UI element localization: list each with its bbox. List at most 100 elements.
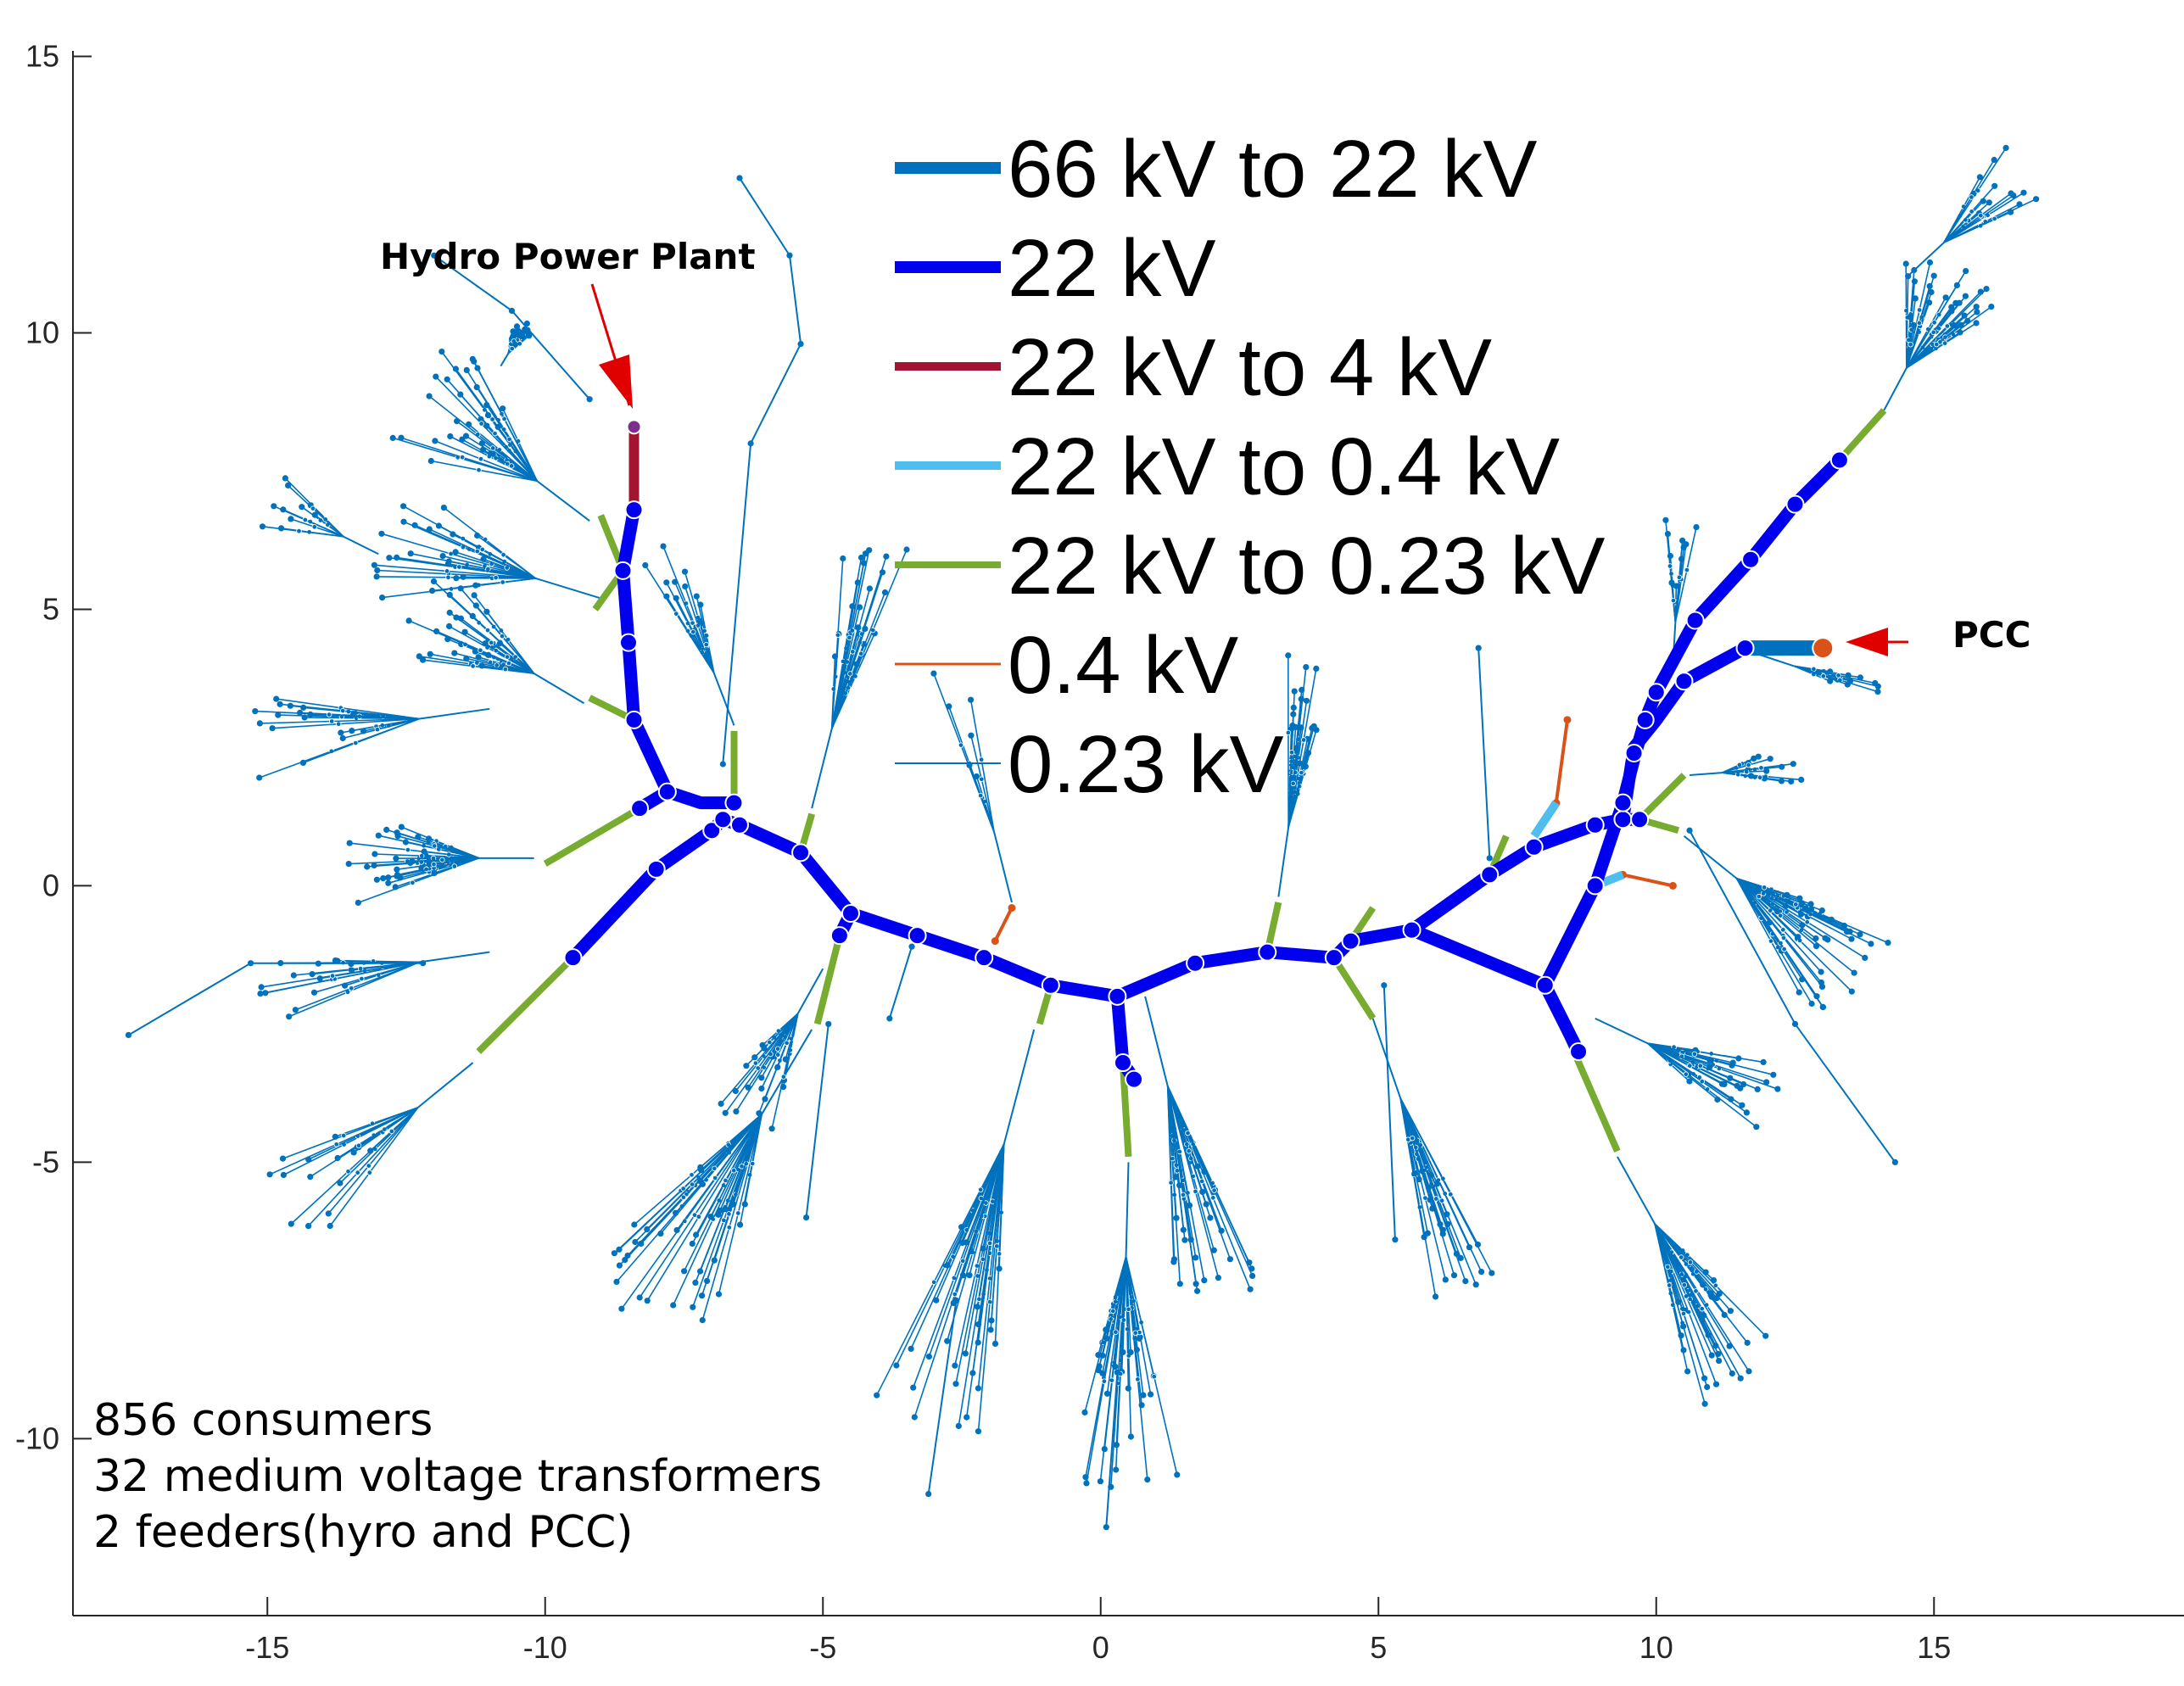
source-nodes	[626, 419, 1835, 660]
consumer-node	[631, 1221, 638, 1228]
consumer-node	[1754, 1086, 1761, 1092]
consumer-node	[479, 446, 487, 453]
consumer-node	[1773, 908, 1781, 915]
consumer-node	[431, 869, 438, 876]
consumer-node	[426, 393, 433, 399]
consumer-node	[980, 1256, 986, 1262]
consumer-node	[959, 1239, 966, 1247]
consumer-node	[1285, 652, 1292, 659]
consumer-node	[745, 1084, 751, 1091]
consumer-node	[1790, 761, 1796, 768]
consumer-node	[690, 628, 696, 635]
consumer-node	[271, 503, 277, 510]
feeder-node	[1585, 876, 1605, 896]
axes: -15 -10 -5 0 5 10 15 -10 -5 0 5 10 15	[15, 39, 2184, 1665]
consumer-node	[1910, 321, 1918, 329]
consumer-line	[269, 1107, 419, 1175]
consumer-node	[955, 1422, 962, 1429]
consumer-node	[460, 573, 466, 580]
consumer-node	[1186, 1147, 1192, 1154]
consumer-node	[471, 592, 478, 599]
legend-entry: 0.4 kV	[895, 620, 1238, 711]
consumer-node	[660, 543, 667, 550]
lateral-fan	[1756, 652, 1881, 695]
hydro-power-plant-label: Hydro Power Plant	[380, 236, 756, 277]
consumer-node	[262, 990, 269, 997]
consumer-node	[463, 655, 470, 662]
consumer-node	[1181, 1237, 1188, 1243]
consumer-node	[1827, 668, 1834, 675]
lateral-fan	[930, 670, 1013, 903]
consumer-node	[1425, 1184, 1432, 1191]
consumer-node	[431, 862, 437, 868]
consumer-node	[446, 591, 453, 599]
consumer-node	[327, 1222, 333, 1230]
consumer-node	[1210, 1195, 1216, 1201]
consumer-node	[500, 579, 506, 585]
pcc-annotation: PCC	[1846, 614, 2030, 656]
lateral-fan	[1662, 516, 1700, 665]
consumer-node	[680, 1186, 686, 1192]
consumer-node	[1457, 1254, 1464, 1261]
consumer-node	[431, 252, 438, 259]
consumer-node	[474, 548, 480, 555]
consumer-node	[1780, 927, 1786, 933]
consumer-node	[1110, 1308, 1116, 1315]
consumer-node	[1743, 1109, 1750, 1116]
lateral-trunk	[500, 353, 510, 367]
consumer-node	[444, 376, 450, 382]
consumer-node	[355, 899, 361, 906]
consumer-node	[1680, 1310, 1687, 1317]
lateral-fan	[1617, 1156, 1769, 1407]
consumer-node	[1676, 574, 1683, 580]
consumer-node	[767, 1039, 773, 1046]
consumer-node	[1868, 941, 1874, 947]
consumer-node	[886, 1015, 893, 1022]
consumer-node	[1668, 579, 1675, 586]
consumer-node	[1746, 1368, 1752, 1375]
consumer-node	[638, 1240, 645, 1247]
consumer-node	[405, 617, 412, 624]
feeder-node	[1108, 986, 1127, 1006]
feeder-node	[1613, 810, 1633, 829]
consumer-node	[1693, 524, 1700, 531]
consumer-node	[1409, 1135, 1416, 1142]
consumer-node	[479, 546, 485, 553]
summary-note: 856 consumers 32 medium voltage transfor…	[93, 1395, 822, 1558]
consumer-node	[429, 587, 436, 595]
consumer-node	[1712, 1381, 1720, 1387]
legend-label: 22 kV	[1008, 223, 1215, 314]
consumer-node	[299, 759, 307, 767]
consumer-node	[682, 583, 689, 590]
consumer-node	[693, 1231, 700, 1238]
transformer-22kv-0-23kv	[1836, 408, 1887, 463]
consumer-node	[1708, 1293, 1715, 1300]
consumer-node	[993, 1243, 1000, 1249]
long-consumer-line	[1689, 829, 1896, 1163]
consumer-node	[290, 972, 297, 979]
lateral-fan	[718, 968, 824, 1132]
consumer-node	[473, 384, 480, 391]
consumer-node	[492, 430, 498, 437]
consumer-node	[747, 440, 754, 447]
consumer-node	[506, 436, 512, 443]
consumer-node	[400, 503, 407, 510]
consumer-node	[506, 660, 512, 667]
consumer-node	[1791, 1020, 1799, 1028]
consumer-node	[349, 985, 355, 991]
consumer-node	[1872, 679, 1879, 687]
consumer-node	[663, 593, 670, 600]
consumer-node	[329, 973, 336, 979]
branch-22kv	[617, 508, 735, 810]
consumer-node	[1735, 1055, 1742, 1062]
consumer-node	[286, 1013, 293, 1020]
consumer-node	[616, 1262, 623, 1269]
consumer-node	[1288, 750, 1295, 756]
consumer-node	[1700, 1281, 1706, 1288]
consumer-node	[1683, 1071, 1689, 1077]
transformer-22kv-0-23kv	[476, 955, 576, 1054]
feeder-node	[1685, 611, 1705, 630]
lateral-fan	[257, 951, 490, 1020]
consumer-node	[673, 595, 679, 601]
consumer-node	[508, 463, 515, 469]
